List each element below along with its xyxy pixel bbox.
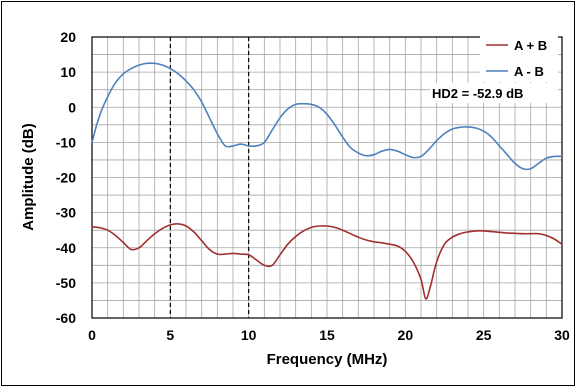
y-tick-label: -60: [56, 310, 76, 326]
y-tick-label: -20: [56, 170, 76, 186]
x-tick-label: 10: [241, 327, 257, 343]
series-line-a-minus-b: [91, 62, 563, 171]
y-tick-label: -10: [56, 134, 76, 150]
series-line-a-plus-b: [91, 223, 563, 300]
vertical-markers: [169, 37, 250, 318]
x-tick-label: 0: [88, 327, 96, 343]
y-tick-label: -50: [56, 275, 76, 291]
x-tick-label: 30: [554, 327, 570, 343]
series: [91, 62, 563, 300]
y-tick-label: -40: [56, 240, 76, 256]
legend-background: [480, 34, 558, 82]
tick-labels: 0 5 10 15 20 25 30 20 10 0 -10 -20 -30 -40 -50 -60: [56, 29, 570, 343]
plot-area-border: [91, 36, 563, 319]
y-tick-label: 0: [68, 99, 76, 115]
x-axis-title: Frequency (MHz): [267, 351, 388, 368]
legend: A + B A - B: [480, 34, 558, 82]
x-tick-label: 25: [476, 327, 492, 343]
legend-label-a-minus-b: A - B: [514, 64, 544, 79]
x-tick-label: 15: [319, 327, 335, 343]
annotation-background: [430, 83, 558, 103]
y-axis-title: Amplitude (dB): [20, 123, 37, 230]
legend-label-a-plus-b: A + B: [514, 38, 547, 53]
x-tick-label: 20: [398, 327, 414, 343]
y-tick-label: 10: [60, 64, 76, 80]
y-tick-label: 20: [60, 29, 76, 45]
x-tick-label: 5: [166, 327, 174, 343]
hd2-annotation: HD2 = -52.9 dB: [432, 86, 523, 101]
y-tick-label: -30: [56, 205, 76, 221]
